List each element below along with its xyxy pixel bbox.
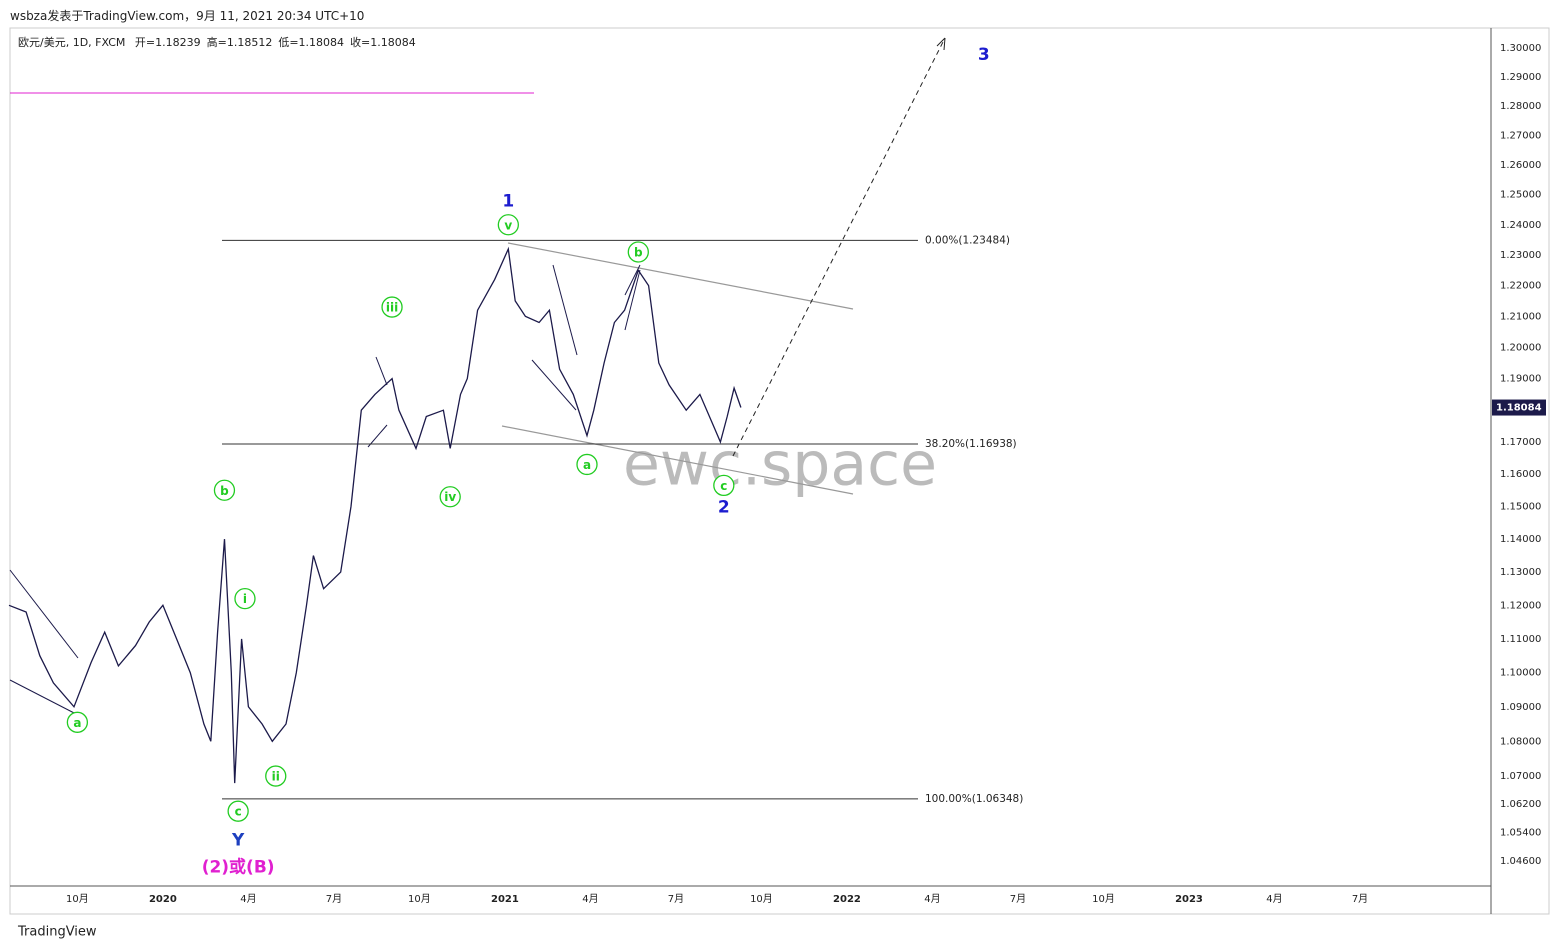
- channel: [501, 242, 854, 495]
- wave-label: iii: [386, 301, 398, 315]
- wave-label: iv: [444, 490, 456, 504]
- wave-label: a: [583, 458, 591, 472]
- wave-label: 3: [978, 45, 990, 65]
- x-tick-label: 4月: [924, 893, 940, 905]
- wave-circle: [439, 486, 461, 508]
- x-tick-label: 4月: [582, 893, 598, 905]
- x-tick-label: 10月: [66, 893, 89, 905]
- wave-label: ii: [272, 770, 280, 784]
- y-tick-label: 1.06200: [1500, 799, 1541, 810]
- legend: 欧元/美元, 1D, FXCM 开=1.18239 高=1.18512 低=1.18…: [18, 34, 422, 50]
- fib-label: 100.00%(1.06348): [925, 793, 1023, 805]
- wave-circle: [66, 711, 89, 733]
- fib-label: 38.20%(1.16938): [925, 438, 1017, 450]
- x-tick-label: 10月: [408, 893, 431, 905]
- y-tick-label: 1.27000: [1500, 130, 1541, 141]
- y-tick-label: 1.14000: [1500, 534, 1541, 545]
- y-tick-label: 1.17000: [1500, 437, 1541, 448]
- projection: [732, 41, 944, 457]
- ohlc-label: 收=1.18084: [350, 36, 416, 49]
- wave-label: Y: [231, 831, 245, 851]
- fib-label: 0.00%(1.23484): [925, 234, 1010, 246]
- y-tick-label: 1.10000: [1500, 668, 1541, 679]
- y-tick-label: 1.12000: [1500, 600, 1541, 611]
- wave-circle: [713, 474, 735, 497]
- last-price-box: [1492, 399, 1546, 416]
- y-tick-label: 1.09000: [1500, 702, 1541, 713]
- x-tick-label: 4月: [240, 893, 256, 905]
- arrow-head: [936, 37, 946, 51]
- y-tick-label: 1.22000: [1500, 281, 1541, 292]
- wave-circle: [381, 296, 403, 318]
- y-tick-label: 1.23000: [1500, 250, 1541, 261]
- y-tick-label: 1.24000: [1500, 220, 1541, 231]
- y-tick-label: 1.16000: [1500, 469, 1541, 480]
- x-tick-label: 2022: [833, 894, 861, 905]
- x-tick-label: 4月: [1266, 893, 1282, 905]
- wave-label: i: [243, 592, 247, 606]
- y-tick-label: 1.30000: [1500, 43, 1541, 54]
- wave-label: v: [504, 218, 512, 232]
- x-tick-label: 2021: [491, 894, 519, 905]
- ohlc-label: 开=1.18239: [134, 36, 201, 49]
- x-tick-label: 10月: [750, 893, 773, 905]
- wave-label: c: [720, 479, 727, 493]
- frame: [9, 27, 1550, 915]
- y-tick-label: 1.25000: [1500, 190, 1541, 201]
- footer: TradingView: [17, 925, 97, 940]
- wave-circle: [234, 587, 256, 610]
- wave-circle: [227, 800, 249, 822]
- x-tick-label: 2023: [1175, 894, 1203, 905]
- y-tick-label: 1.29000: [1500, 72, 1541, 83]
- x-tick-label: 2020: [149, 894, 177, 905]
- x-tick-label: 7月: [1010, 893, 1026, 905]
- last-price-label: 1.18084: [1496, 403, 1542, 414]
- credit: wsbza发表于TradingView.com，9月 11, 2021 20:3…: [10, 9, 365, 23]
- y-tick-label: 1.04600: [1500, 856, 1541, 867]
- x-tick-label: 7月: [1352, 893, 1368, 905]
- wave-circle: [265, 765, 287, 787]
- wave-label: (2)或(B): [202, 856, 275, 877]
- price-line: [8, 246, 742, 784]
- watermark: ewc.space: [623, 430, 937, 500]
- y-tick-label: 1.19000: [1500, 374, 1541, 385]
- x-tick-label: 10月: [1092, 893, 1115, 905]
- ohlc-label: 高=1.18512: [206, 36, 273, 49]
- wave-label: 2: [718, 497, 730, 517]
- wave-circle: [576, 453, 598, 476]
- x-tick-label: 7月: [668, 893, 684, 905]
- y-tick-label: 1.13000: [1500, 567, 1541, 578]
- y-tick-label: 1.28000: [1500, 101, 1541, 112]
- wave-label: 1: [502, 192, 514, 212]
- wave-lines: [9, 264, 641, 716]
- y-tick-label: 1.21000: [1500, 311, 1541, 322]
- y-tick-label: 1.15000: [1500, 501, 1541, 512]
- wave-circle: [627, 241, 649, 263]
- y-tick-label: 1.08000: [1500, 736, 1541, 747]
- y-tick-label: 1.05400: [1500, 827, 1541, 838]
- symbol: 欧元/美元, 1D, FXCM: [18, 36, 126, 49]
- y-tick-label: 1.11000: [1500, 634, 1541, 645]
- wave-label: b: [220, 484, 229, 498]
- wave-circle: [213, 479, 236, 501]
- ohlc-label: 低=1.18084: [278, 36, 345, 49]
- y-tick-label: 1.20000: [1500, 342, 1541, 353]
- wave-label: a: [73, 716, 81, 730]
- wave-label: c: [235, 805, 242, 819]
- wave-circle: [497, 214, 519, 236]
- y-tick-label: 1.26000: [1500, 160, 1541, 171]
- wave-label: b: [634, 245, 643, 259]
- y-tick-label: 1.07000: [1500, 771, 1541, 782]
- x-tick-label: 7月: [326, 893, 342, 905]
